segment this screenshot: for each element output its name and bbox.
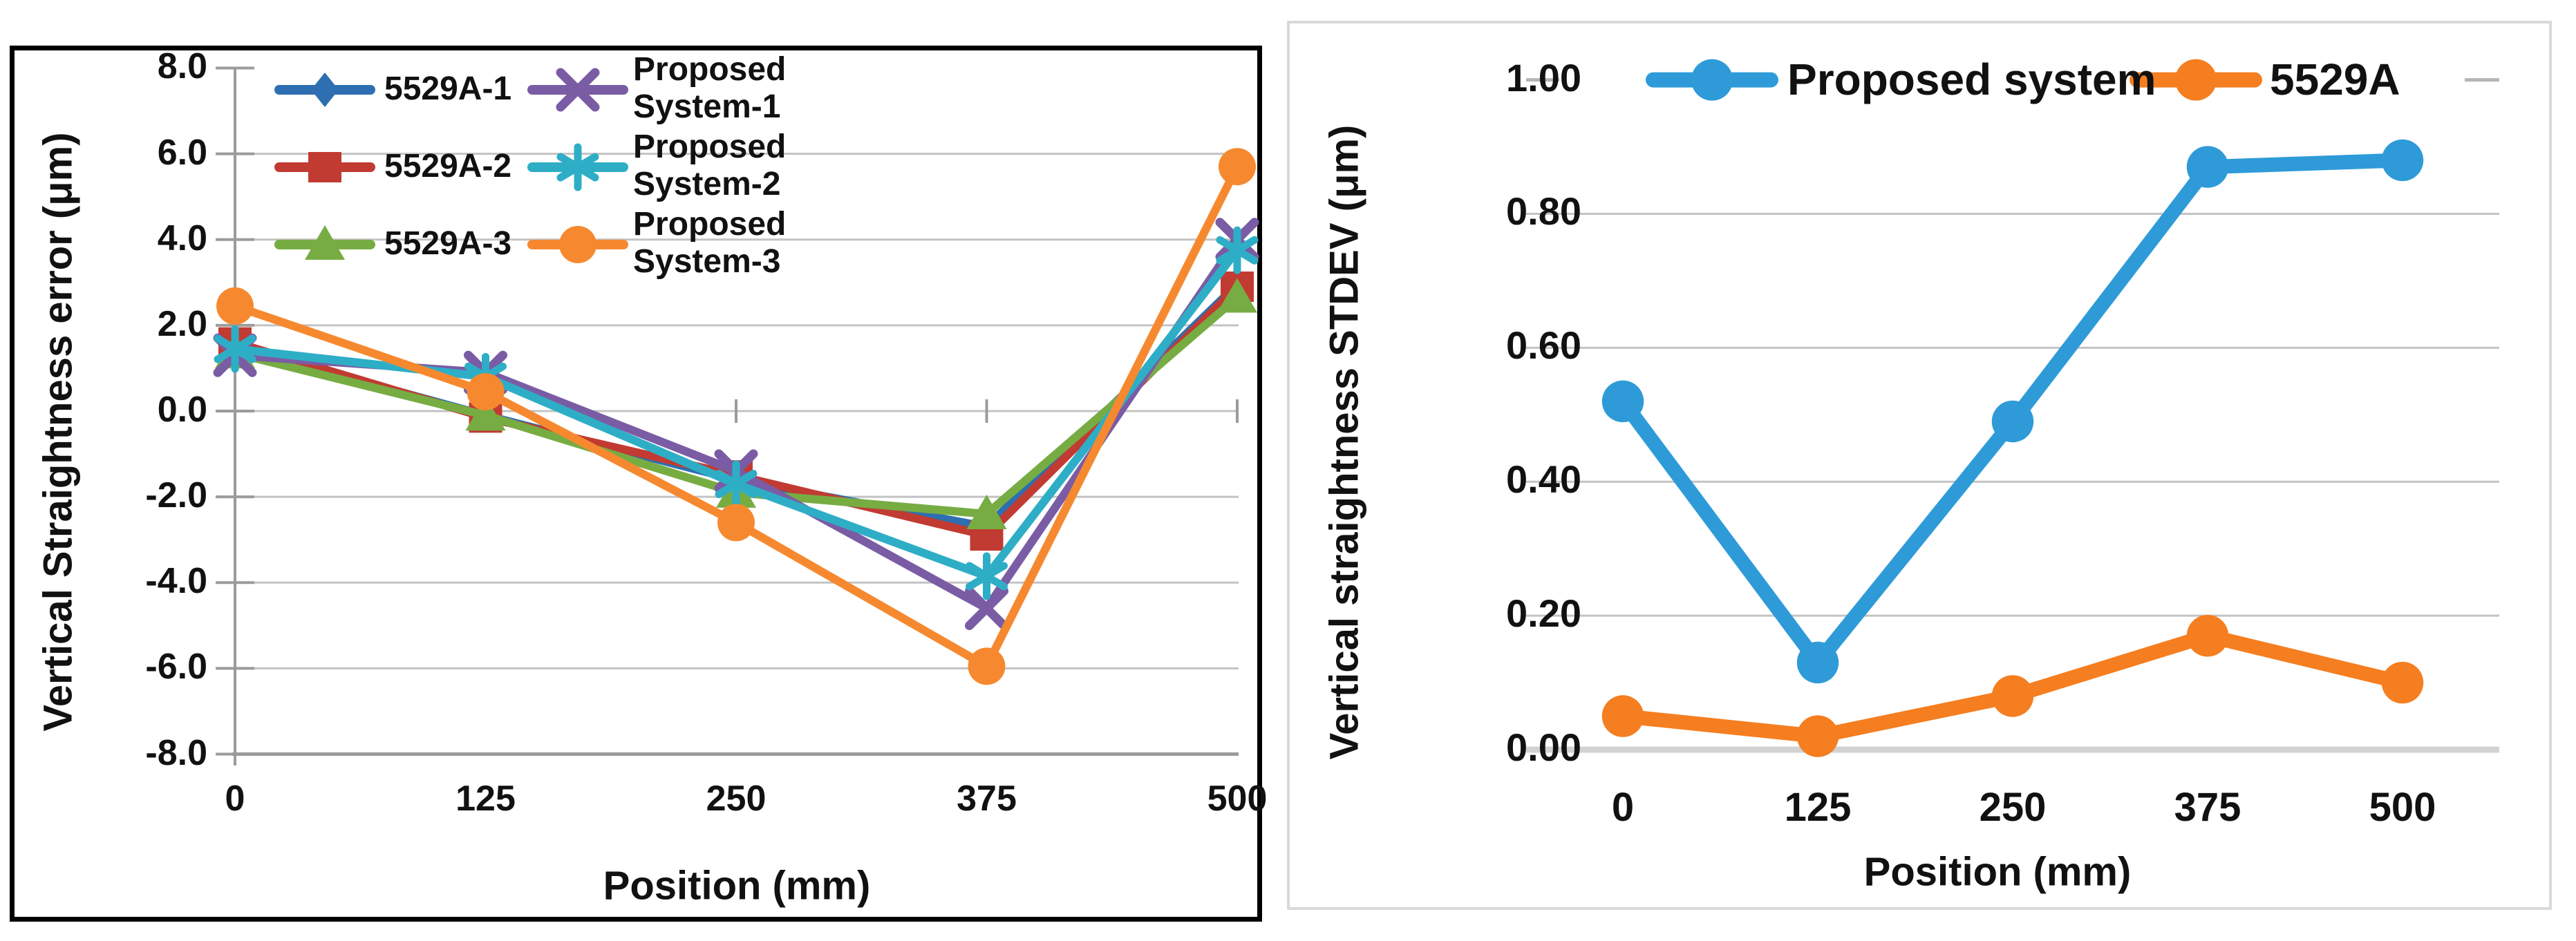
chart-line xyxy=(214,334,256,363)
right-x-axis-title: Position (mm) xyxy=(1863,849,2132,895)
left-legend-markers xyxy=(274,68,628,263)
data-point-marker xyxy=(2381,139,2424,182)
data-point-marker xyxy=(717,504,755,542)
left-x-tick-label: 375 xyxy=(957,779,1017,819)
data-point-marker xyxy=(1991,400,2034,443)
chart-line xyxy=(556,68,600,112)
left-y-axis-title: Vertical Straightness error (μm) xyxy=(35,132,81,732)
left-y-tick-label: -6.0 xyxy=(145,647,207,687)
left-x-tick-label: 250 xyxy=(706,779,767,819)
data-point-marker xyxy=(1991,675,2034,717)
data-point-marker xyxy=(1601,695,1644,737)
right-y-tick-label: 0.20 xyxy=(1506,591,1581,636)
data-point-marker xyxy=(968,647,1006,685)
left-y-tick-label: 6.0 xyxy=(157,132,207,173)
left-y-tick-label: -4.0 xyxy=(145,561,207,602)
legend-label-5529a-3: 5529A-3 xyxy=(384,225,512,262)
data-point-marker xyxy=(1796,715,1839,757)
left-y-tick-label: -2.0 xyxy=(145,475,207,516)
left-x-axis-title: Position (mm) xyxy=(603,863,871,909)
right-y-tick-label: 0.40 xyxy=(1506,457,1581,502)
legend-marker-5529a xyxy=(2175,59,2217,101)
data-point-marker xyxy=(467,373,505,411)
right-x-tick-label: 0 xyxy=(1611,785,1635,830)
left-x-tick-label: 125 xyxy=(455,779,516,819)
data-point-marker xyxy=(465,396,506,431)
data-point-marker xyxy=(2381,661,2424,704)
left-y-tick-label: 2.0 xyxy=(157,303,207,344)
data-point-marker xyxy=(1796,641,1839,684)
chart-line xyxy=(715,470,758,499)
right-x-tick-label: 250 xyxy=(1979,785,2047,830)
legend-label-proposed-system-2: Proposed System-2 xyxy=(633,129,787,202)
left-y-tick-label: 0.0 xyxy=(157,390,207,430)
left-x-tick-label: 0 xyxy=(225,779,245,819)
legend-label-proposed-system-3: Proposed System-3 xyxy=(633,206,787,280)
right-x-tick-label: 500 xyxy=(2369,785,2436,830)
data-point-marker xyxy=(2186,614,2229,657)
series-proposed-system xyxy=(1601,139,2424,684)
data-point-marker xyxy=(308,152,341,182)
legend-label-5529a: 5529A xyxy=(2270,54,2400,104)
data-point-marker xyxy=(1217,278,1257,313)
left-y-tick-label: -8.0 xyxy=(145,732,207,773)
right-chart-plot xyxy=(1526,39,2499,753)
series-5529a xyxy=(1601,614,2424,757)
right-y-axis-title: Vertical straightness STDEV (μm) xyxy=(1322,124,1367,760)
legend-marker-proposed-system xyxy=(1691,59,1733,101)
chart-line xyxy=(1216,236,1259,265)
legend-label-5529a-2: 5529A-2 xyxy=(384,148,512,184)
left-y-tick-label: 8.0 xyxy=(157,46,207,87)
right-y-tick-label: 1.00 xyxy=(1506,55,1581,99)
data-point-marker xyxy=(559,226,596,263)
data-point-marker xyxy=(2186,146,2229,188)
right-x-tick-label: 125 xyxy=(1784,785,1852,830)
right-y-tick-label: 0.60 xyxy=(1506,323,1581,368)
legend-label-proposed-system-1: Proposed System-1 xyxy=(633,51,787,125)
series-proposed-system-3 xyxy=(216,148,1256,685)
right-y-tick-label: 0.00 xyxy=(1506,725,1581,769)
data-point-marker xyxy=(1219,148,1256,186)
right-x-tick-label: 375 xyxy=(2174,785,2241,830)
chart-line xyxy=(556,153,599,182)
data-point-marker xyxy=(216,287,254,325)
data-point-marker xyxy=(966,494,1007,529)
left-x-tick-label: 500 xyxy=(1207,779,1268,819)
right-legend-markers xyxy=(1646,59,2262,101)
chart-line xyxy=(966,562,1008,591)
left-y-tick-label: 4.0 xyxy=(157,218,207,258)
data-point-marker xyxy=(1601,380,1644,423)
legend-label-5529a-1: 5529A-1 xyxy=(384,70,512,107)
data-point-marker xyxy=(305,225,345,260)
data-point-marker xyxy=(311,73,339,107)
legend-label-proposed-system: Proposed system xyxy=(1787,54,2156,104)
right-y-tick-label: 0.80 xyxy=(1506,189,1581,234)
chart-line xyxy=(965,587,1008,631)
